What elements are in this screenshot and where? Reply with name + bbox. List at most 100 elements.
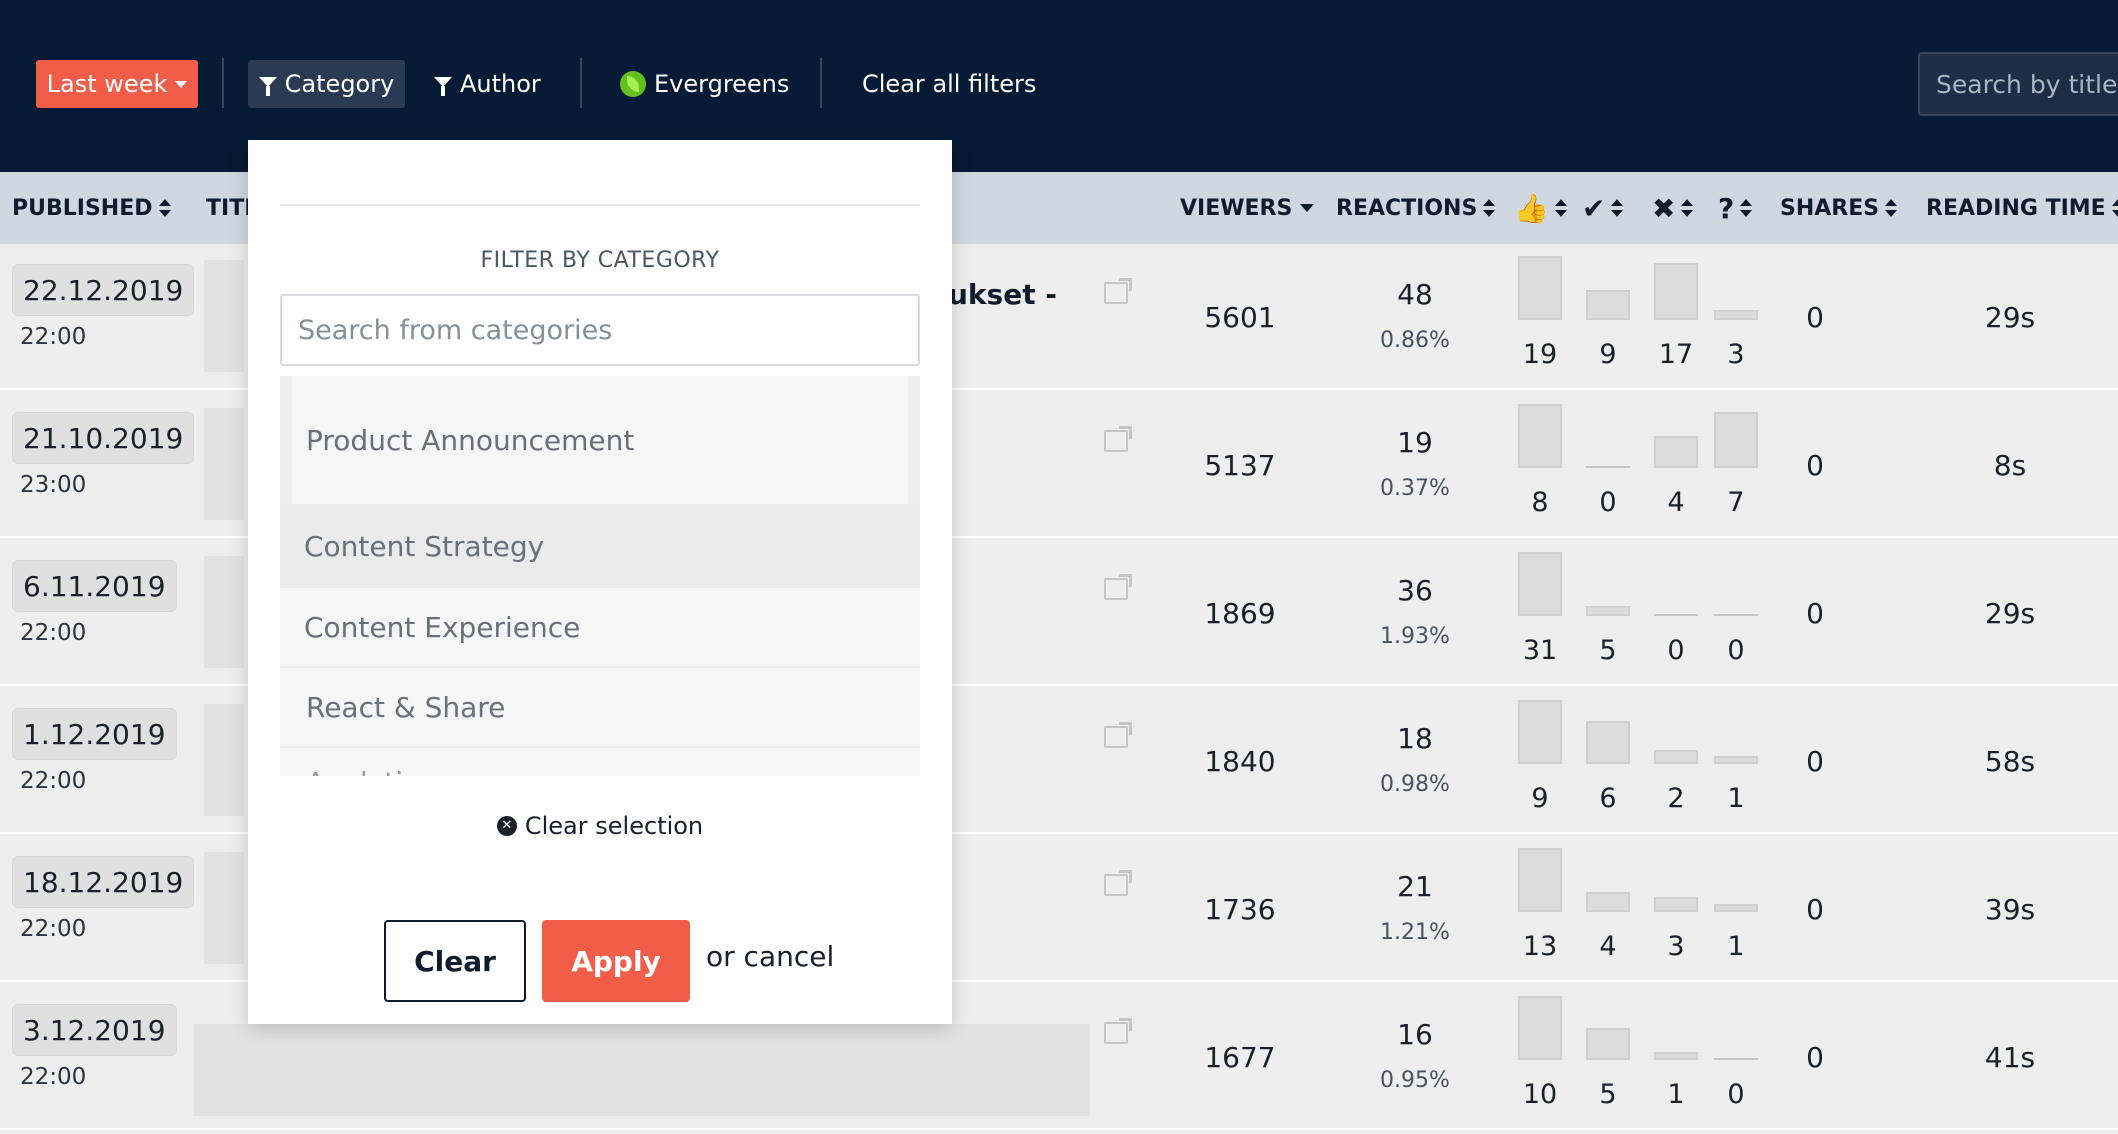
- sort-icon: [1483, 199, 1496, 217]
- col-reading-time-label: READING TIME: [1926, 195, 2106, 221]
- category-search-input[interactable]: [280, 294, 920, 366]
- filter-icon: [258, 77, 277, 96]
- reaction-breakdown: 10 5 1 0: [1514, 996, 1764, 1110]
- reaction-bar: [1586, 892, 1630, 912]
- reactions-percent: 1.93%: [1380, 624, 1450, 649]
- reactions-percent: 0.98%: [1380, 772, 1450, 797]
- reaction-count-label: 0: [1667, 635, 1685, 666]
- reaction-bar: [1714, 904, 1758, 912]
- divider: [580, 58, 582, 108]
- list-edge: [280, 376, 292, 506]
- external-link-icon[interactable]: [1104, 426, 1132, 452]
- col-cross[interactable]: ✖: [1652, 172, 1694, 244]
- col-shares[interactable]: SHARES: [1780, 172, 1898, 244]
- published-time: 22:00: [20, 1064, 87, 1090]
- reaction-count-label: 4: [1599, 931, 1617, 962]
- reaction-count-label: 5: [1599, 1079, 1617, 1110]
- period-dropdown[interactable]: Last week: [36, 60, 198, 108]
- author-filter-label: Author: [460, 70, 541, 98]
- cross-icon: ✖: [1652, 191, 1676, 225]
- reaction-bar: [1654, 436, 1698, 468]
- article-thumbnail: [204, 556, 244, 668]
- reaction-bar: [1586, 466, 1630, 468]
- reactions-count: 21: [1397, 870, 1433, 903]
- category-option[interactable]: Product Announcement: [280, 376, 920, 506]
- reactions-percent: 1.21%: [1380, 920, 1450, 945]
- reaction-bar: [1518, 256, 1562, 320]
- sort-icon: [1554, 199, 1567, 217]
- category-options-list[interactable]: Product Announcement Content Strategy Co…: [280, 376, 920, 776]
- sort-icon: [2111, 199, 2118, 217]
- reaction-count-label: 31: [1522, 635, 1558, 666]
- clear-selection-link[interactable]: ✕ Clear selection: [248, 812, 952, 840]
- reading-time: 29s: [1984, 596, 2036, 630]
- sort-icon: [1681, 199, 1694, 217]
- category-filter-label: Category: [284, 70, 395, 98]
- reaction-bar: [1518, 848, 1562, 912]
- reaction-bar: [1654, 1052, 1698, 1060]
- sort-icon: [1740, 199, 1753, 217]
- reaction-count-label: 6: [1599, 783, 1617, 814]
- col-check[interactable]: ✔: [1582, 172, 1624, 244]
- col-reactions[interactable]: REACTIONS: [1336, 172, 1496, 244]
- apply-button[interactable]: Apply: [542, 920, 690, 1002]
- category-option[interactable]: Analytics: [280, 748, 920, 776]
- col-question[interactable]: ?: [1718, 172, 1753, 244]
- article-preview-placeholder: [194, 1024, 1090, 1116]
- sort-down-icon: [1300, 204, 1315, 212]
- evergreens-filter-button[interactable]: Evergreens: [620, 60, 790, 108]
- article-thumbnail: [204, 852, 244, 964]
- category-option[interactable]: Content Experience: [280, 588, 920, 668]
- clear-all-filters-button[interactable]: Clear all filters: [862, 60, 1036, 108]
- viewers-count: 1736: [1204, 892, 1276, 926]
- external-link-icon[interactable]: [1104, 722, 1132, 748]
- category-option[interactable]: Content Strategy: [280, 506, 920, 588]
- reaction-bar: [1518, 552, 1562, 616]
- search-title-input[interactable]: [1918, 52, 2118, 116]
- col-published[interactable]: PUBLISHED: [12, 172, 171, 244]
- thumbs-up-icon: 👍: [1514, 191, 1549, 225]
- reaction-count-label: 8: [1531, 487, 1549, 518]
- reaction-bar: [1518, 700, 1562, 764]
- reaction-bar: [1714, 756, 1758, 764]
- reaction-count-label: 17: [1658, 339, 1694, 370]
- reaction-count-label: 1: [1727, 783, 1745, 814]
- col-viewers[interactable]: VIEWERS: [1180, 172, 1315, 244]
- published-date: 21.10.2019: [12, 412, 195, 464]
- article-title[interactable]: ukset -: [948, 278, 1057, 311]
- reaction-bar: [1518, 996, 1562, 1060]
- article-thumbnail: [204, 704, 244, 816]
- reaction-breakdown: 19 9 17 3: [1514, 256, 1764, 370]
- external-link-icon[interactable]: [1104, 278, 1132, 304]
- viewers-count: 1677: [1204, 1040, 1276, 1074]
- col-reading-time[interactable]: READING TIME: [1926, 172, 2118, 244]
- external-link-icon[interactable]: [1104, 574, 1132, 600]
- shares-count: 0: [1806, 744, 1824, 778]
- leaf-icon: [620, 71, 646, 97]
- popover-heading: FILTER BY CATEGORY: [480, 248, 720, 273]
- reaction-bar: [1518, 404, 1562, 468]
- external-link-icon[interactable]: [1104, 870, 1132, 896]
- category-filter-button[interactable]: Category: [248, 60, 405, 108]
- reading-time: 41s: [1984, 1040, 2036, 1074]
- reaction-count-label: 19: [1522, 339, 1558, 370]
- reaction-bar: [1586, 606, 1630, 616]
- viewers-count: 5137: [1204, 448, 1276, 482]
- reaction-count-label: 3: [1727, 339, 1745, 370]
- reaction-count-label: 0: [1727, 635, 1745, 666]
- shares-count: 0: [1806, 1040, 1824, 1074]
- reactions-percent: 0.37%: [1380, 476, 1450, 501]
- published-time: 22:00: [20, 768, 87, 794]
- clear-button[interactable]: Clear: [384, 920, 526, 1002]
- reading-time: 39s: [1984, 892, 2036, 926]
- external-link-icon[interactable]: [1104, 1018, 1132, 1044]
- published-time: 22:00: [20, 324, 87, 350]
- reaction-bar: [1714, 412, 1758, 468]
- author-filter-button[interactable]: Author: [434, 60, 544, 108]
- reaction-bar: [1654, 750, 1698, 764]
- check-icon: ✔: [1582, 191, 1606, 225]
- sort-icon: [158, 199, 171, 217]
- cancel-link[interactable]: or cancel: [706, 940, 835, 973]
- col-thumbs-up[interactable]: 👍: [1514, 172, 1567, 244]
- category-option[interactable]: React & Share: [280, 668, 920, 748]
